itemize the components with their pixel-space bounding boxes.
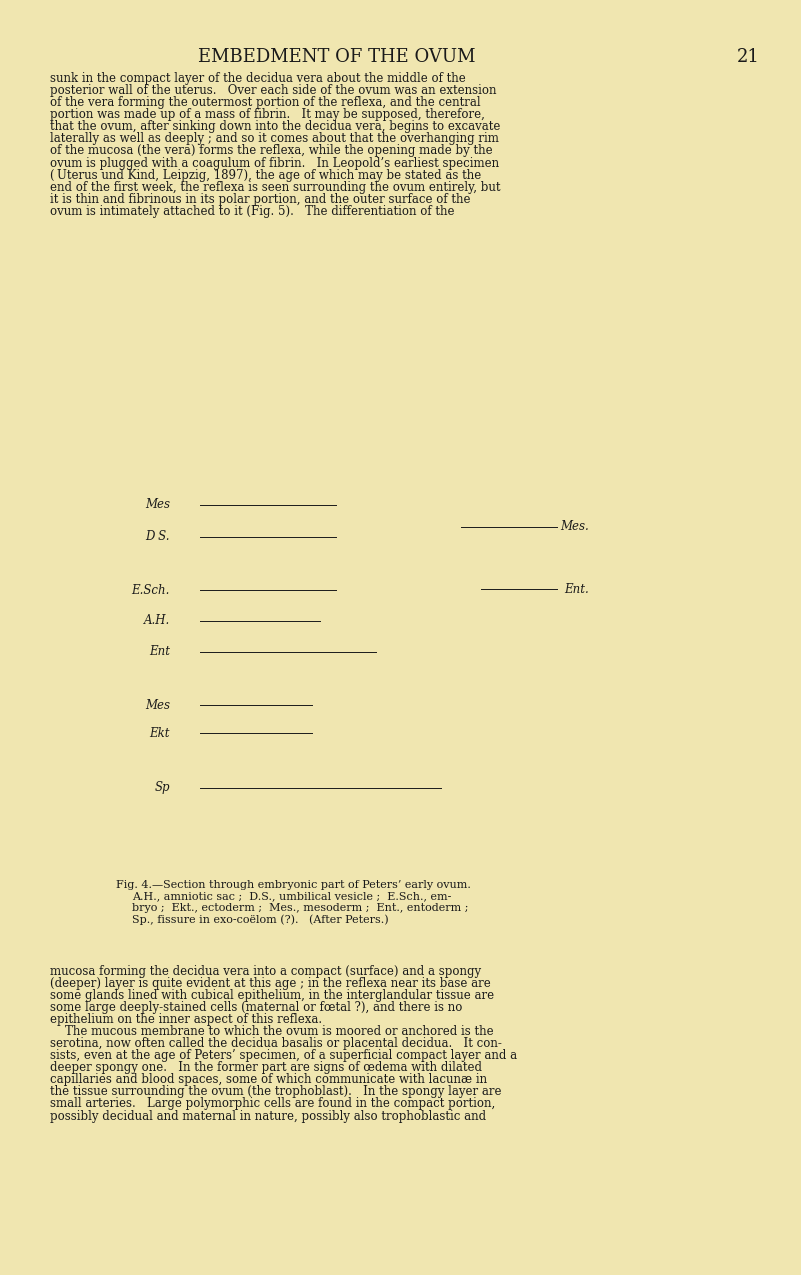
Text: E.Sch.: E.Sch.: [131, 584, 170, 597]
Text: end of the first week, the reflexa is seen surrounding the ovum entirely, but: end of the first week, the reflexa is se…: [50, 181, 500, 194]
Text: serotina, now often called the decidua basalis or placental decidua.   It con-: serotina, now often called the decidua b…: [50, 1038, 501, 1051]
Text: sists, even at the age of Peters’ specimen, of a superficial compact layer and a: sists, even at the age of Peters’ specim…: [50, 1049, 517, 1062]
Text: Fig. 4.—Section through embryonic part of Peters’ early ovum.: Fig. 4.—Section through embryonic part o…: [116, 880, 471, 890]
Text: Mes: Mes: [145, 699, 170, 711]
Text: Sp., fissure in exo-coëlom (?).   (After Peters.): Sp., fissure in exo-coëlom (?). (After P…: [132, 914, 388, 926]
Text: bryo ;  Ekt., ectoderm ;  Mes., mesoderm ;  Ent., entoderm ;: bryo ; Ekt., ectoderm ; Mes., mesoderm ;…: [132, 903, 469, 913]
Text: Sp: Sp: [155, 782, 170, 794]
Text: some large deeply-stained cells (maternal or fœtal ?), and there is no: some large deeply-stained cells (materna…: [50, 1001, 462, 1014]
Text: ( Uterus und Kind, Leipzig, 1897), the age of which may be stated as the: ( Uterus und Kind, Leipzig, 1897), the a…: [50, 168, 481, 181]
Text: posterior wall of the uterus.   Over each side of the ovum was an extension: posterior wall of the uterus. Over each …: [50, 84, 496, 97]
Text: of the vera forming the outermost portion of the reflexa, and the central: of the vera forming the outermost portio…: [50, 96, 481, 110]
Text: capillaries and blood spaces, some of which communicate with lacunæ in: capillaries and blood spaces, some of wh…: [50, 1074, 487, 1086]
Text: epithelium on the inner aspect of this reflexa.: epithelium on the inner aspect of this r…: [50, 1014, 322, 1026]
Text: 21: 21: [737, 48, 760, 66]
Text: of the mucosa (the vera) forms the reflexa, while the opening made by the: of the mucosa (the vera) forms the refle…: [50, 144, 493, 157]
Text: Mes: Mes: [145, 499, 170, 511]
Text: (deeper) layer is quite evident at this age ; in the reflexa near its base are: (deeper) layer is quite evident at this …: [50, 977, 490, 991]
Text: small arteries.   Large polymorphic cells are found in the compact portion,: small arteries. Large polymorphic cells …: [50, 1098, 495, 1111]
Text: Mes.: Mes.: [560, 520, 589, 533]
Text: portion was made up of a mass of fibrin.   It may be supposed, therefore,: portion was made up of a mass of fibrin.…: [50, 108, 485, 121]
Text: ovum is plugged with a coagulum of fibrin.   In Leopold’s earliest specimen: ovum is plugged with a coagulum of fibri…: [50, 157, 499, 170]
Text: A.H.: A.H.: [143, 615, 170, 627]
Text: EMBEDMENT OF THE OVUM: EMBEDMENT OF THE OVUM: [198, 48, 475, 66]
Text: Ent: Ent: [149, 645, 170, 658]
Text: possibly decidual and maternal in nature, possibly also trophoblastic and: possibly decidual and maternal in nature…: [50, 1109, 485, 1122]
Text: sunk in the compact layer of the decidua vera about the middle of the: sunk in the compact layer of the decidua…: [50, 71, 465, 85]
Text: The mucous membrane to which the ovum is moored or anchored is the: The mucous membrane to which the ovum is…: [50, 1025, 493, 1038]
Text: deeper spongy one.   In the former part are signs of œdema with dilated: deeper spongy one. In the former part ar…: [50, 1061, 481, 1075]
Text: ovum is intimately attached to it (Fig. 5).   The differentiation of the: ovum is intimately attached to it (Fig. …: [50, 205, 454, 218]
Text: A.H., amniotic sac ;  D.S., umbilical vesicle ;  E.Sch., em-: A.H., amniotic sac ; D.S., umbilical ves…: [132, 891, 452, 901]
Text: D S.: D S.: [145, 530, 170, 543]
Text: mucosa forming the decidua vera into a compact (surface) and a spongy: mucosa forming the decidua vera into a c…: [50, 965, 481, 978]
Text: Ent.: Ent.: [564, 583, 589, 595]
Text: laterally as well as deeply ; and so it comes about that the overhanging rim: laterally as well as deeply ; and so it …: [50, 133, 498, 145]
Text: Ekt: Ekt: [149, 727, 170, 739]
Text: that the ovum, after sinking down into the decidua vera, begins to excavate: that the ovum, after sinking down into t…: [50, 120, 500, 134]
Text: some glands lined with cubical epithelium, in the interglandular tissue are: some glands lined with cubical epitheliu…: [50, 989, 493, 1002]
Text: the tissue surrounding the ovum (the trophoblast).   In the spongy layer are: the tissue surrounding the ovum (the tro…: [50, 1085, 501, 1099]
Text: it is thin and fibrinous in its polar portion, and the outer surface of the: it is thin and fibrinous in its polar po…: [50, 193, 470, 205]
